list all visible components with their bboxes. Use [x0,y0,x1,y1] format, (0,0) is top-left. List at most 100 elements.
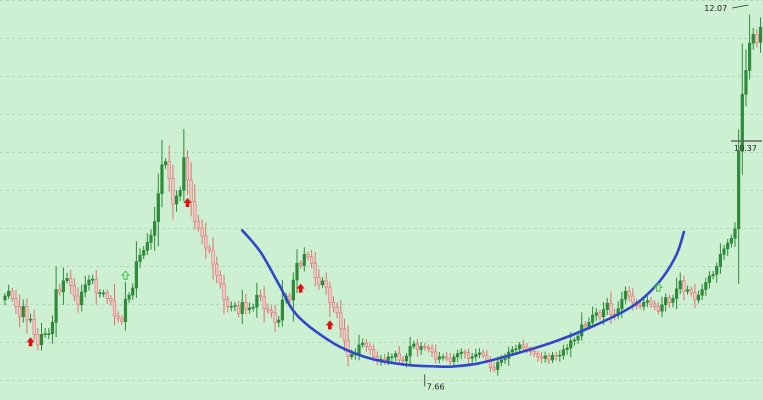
candle [361,338,365,348]
trend-curve [240,229,686,369]
candle-body [390,356,394,359]
candle [317,269,321,291]
candle-body [609,302,613,315]
candle [306,251,310,261]
candle [554,351,558,361]
candle-body [153,221,157,236]
candle [109,295,113,306]
buy-arrow-icon [26,337,35,347]
candle [729,234,733,248]
candle-body [142,250,146,256]
candle [656,302,660,315]
candle [36,327,40,351]
candle-body [178,190,182,197]
candle-body [335,306,339,314]
candle [313,251,317,287]
candle-body [324,280,328,288]
candle [94,270,98,305]
candle-body [364,342,368,347]
candle [25,298,29,334]
candle-body [204,235,208,249]
candle [98,289,102,298]
candle-body [61,280,65,293]
candle-body [667,297,671,303]
candle [233,301,237,312]
candle-body [342,328,347,342]
candle-body [123,298,128,322]
candle-body [755,34,759,43]
candle-body [101,292,106,295]
candle-body [404,355,409,362]
candle-body [587,322,591,327]
candle-body [69,278,73,286]
candle-body [415,343,420,350]
candle-body [331,302,336,308]
candle-body [149,234,153,243]
candle-body [116,315,120,319]
current-price-annotation: 10.37 [731,140,762,153]
candle-body [164,161,168,166]
candle [83,275,87,298]
candle [171,164,175,220]
candle [65,272,69,284]
candle-body [638,305,642,307]
candle [167,145,171,192]
candle [247,302,252,314]
candle [419,342,423,355]
candle-body [408,346,412,357]
low-annotation: 7.66 [424,374,445,391]
candle [671,294,675,308]
candle-body [678,280,682,290]
candle-body [145,242,149,251]
candle [605,297,609,316]
candle [733,222,737,248]
candle-body [455,353,460,358]
candle-body [620,298,624,310]
candle-body [674,288,679,299]
candle [565,343,569,355]
candle-body [631,295,635,303]
candle [536,350,540,362]
candle [43,328,47,338]
candle [258,289,263,302]
candle-body [361,342,365,346]
candle [689,286,693,297]
candle-body [105,292,109,299]
candle-body [14,298,18,307]
candle-body [430,348,434,353]
candle-body [598,312,602,318]
candle [747,14,752,80]
candle [277,315,281,328]
candle-body [288,295,292,301]
candle [215,256,219,284]
candle-body [744,70,748,95]
candle-body [536,353,540,358]
candle [54,266,58,338]
candle-body [25,306,29,321]
candle-body [229,306,233,308]
candle-body [470,356,474,359]
candle [299,260,303,269]
candle-body [656,306,660,312]
candle [649,296,653,309]
candle-body [481,352,485,356]
candle-body [737,150,741,230]
candle [685,285,690,295]
high-annotation: 12.07 [704,4,749,13]
candle-body [76,295,80,306]
candle-body [758,26,763,43]
candle [269,305,274,318]
candle [653,300,657,311]
candle [32,309,36,341]
candle-body [357,344,361,354]
candle-body [496,362,500,370]
candle-body [127,294,131,300]
candle [434,344,438,364]
candle-body [215,263,219,276]
candle-body [91,278,95,281]
candle [7,284,11,299]
candle [627,286,631,302]
candle [543,351,547,363]
candle-body [17,306,22,318]
